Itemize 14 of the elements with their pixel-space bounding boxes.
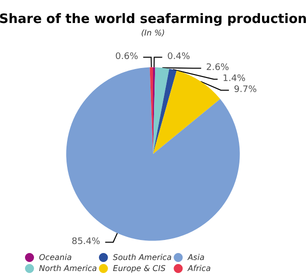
legend-label: North America — [39, 264, 98, 273]
data-label: 2.6% — [206, 63, 230, 74]
legend-label: Oceania — [39, 253, 72, 262]
chart-subtitle: (In %) — [141, 28, 165, 38]
legend-label: Africa — [186, 264, 211, 273]
data-label: 1.4% — [222, 74, 246, 84]
chart-title: Share of the world seafarming production — [0, 12, 306, 27]
legend-label: South America — [112, 253, 172, 262]
data-label: 0.4% — [167, 52, 191, 62]
legend-label: Asia — [186, 253, 205, 262]
legend-label: Europe & CIS — [112, 264, 166, 273]
data-label: 0.6% — [115, 52, 139, 62]
data-label: 9.7% — [234, 85, 258, 96]
data-label: 85.4% — [72, 237, 101, 248]
